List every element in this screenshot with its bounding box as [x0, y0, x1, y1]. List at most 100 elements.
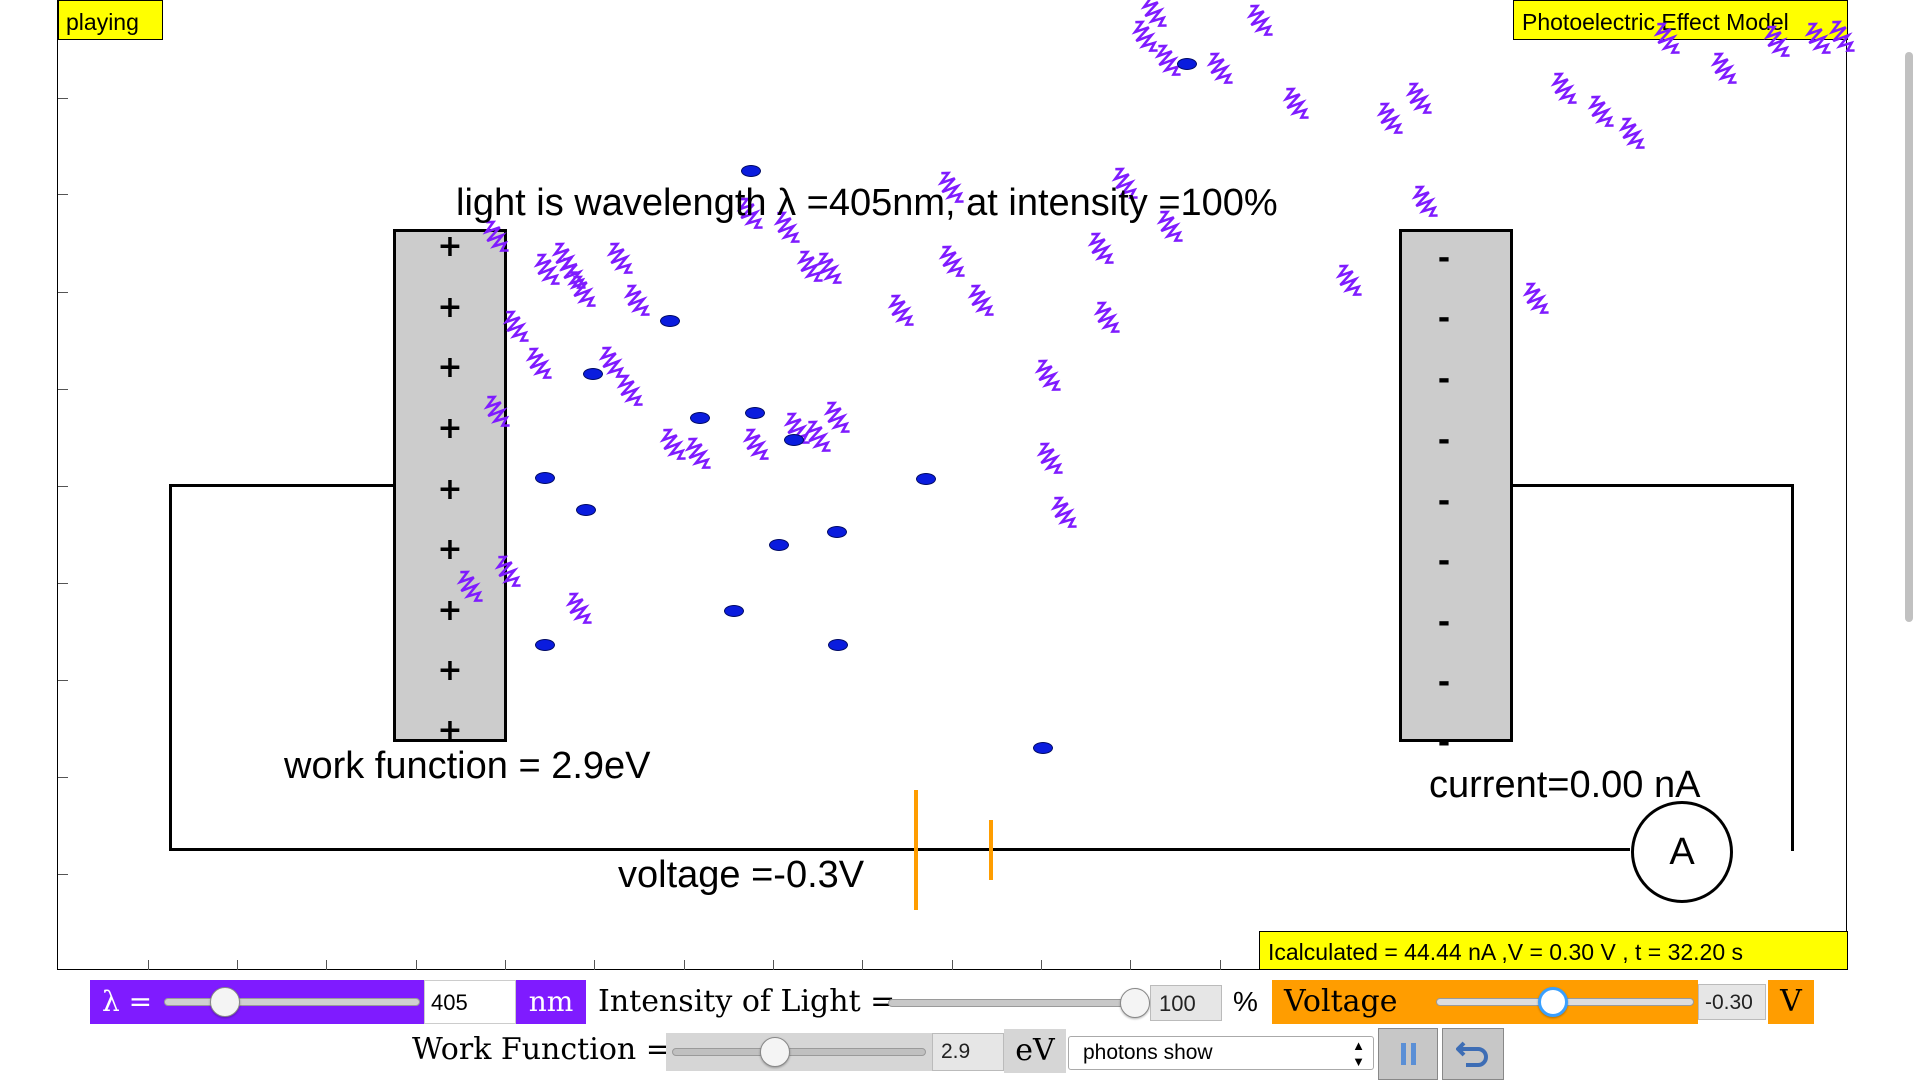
wire-left-vertical — [169, 484, 172, 851]
intensity-label: Intensity of Light = — [598, 984, 896, 1019]
work-function-slider-thumb[interactable] — [760, 1037, 790, 1067]
scrollbar[interactable] — [1905, 52, 1913, 622]
photon — [623, 284, 650, 316]
display-mode-select[interactable]: photons show ▲ ▼ — [1068, 1036, 1374, 1070]
work-function-label: Work Function = — [412, 1032, 671, 1067]
photon — [1653, 22, 1680, 54]
photon — [967, 284, 994, 316]
electron — [535, 639, 555, 651]
electron — [769, 539, 789, 551]
photon — [659, 428, 686, 460]
photon — [1550, 72, 1577, 104]
photon — [456, 570, 483, 602]
plus-sign: + — [437, 653, 463, 688]
ammeter-symbol: A — [1631, 801, 1733, 903]
battery-long-plate — [914, 790, 918, 910]
photon — [684, 437, 711, 469]
intensity-input[interactable]: 100 — [1150, 985, 1222, 1021]
photon — [1050, 496, 1077, 528]
photon — [887, 294, 914, 326]
photon — [736, 197, 763, 229]
photon — [525, 347, 552, 379]
current-display: current=0.00 nA — [1429, 764, 1701, 806]
pause-button[interactable] — [1378, 1028, 1438, 1080]
display-mode-value: photons show — [1083, 1041, 1213, 1064]
electron — [741, 165, 761, 177]
photon — [1282, 87, 1309, 119]
photon — [565, 592, 592, 624]
wire-bottom-left — [169, 848, 1027, 851]
select-arrows-icon: ▲ ▼ — [1352, 1038, 1365, 1069]
photon — [616, 374, 643, 406]
lambda-slider-thumb[interactable] — [210, 987, 240, 1017]
minus-sign: - — [1437, 484, 1451, 519]
voltage-slider-thumb[interactable] — [1538, 987, 1568, 1017]
electron — [745, 407, 765, 419]
photon — [773, 211, 800, 243]
lambda-unit: nm — [516, 980, 586, 1024]
intensity-slider-thumb[interactable] — [1120, 988, 1150, 1018]
electron — [916, 473, 936, 485]
photon — [1405, 82, 1432, 114]
photon — [815, 252, 842, 284]
minus-sign: - — [1437, 362, 1451, 397]
voltage-label: Voltage = — [1272, 980, 1432, 1063]
battery-short-plate — [989, 820, 993, 880]
minus-sign: - — [1437, 665, 1451, 700]
wire-bottom-right — [991, 848, 1630, 851]
lambda-input[interactable]: 405 — [424, 980, 516, 1024]
minus-sign: - — [1437, 423, 1451, 458]
plus-sign: + — [437, 229, 463, 264]
photon — [1522, 282, 1549, 314]
photon — [796, 250, 823, 282]
photon — [1206, 52, 1233, 84]
voltage-input[interactable]: -0.30 — [1698, 984, 1766, 1020]
plus-sign: + — [437, 593, 463, 628]
photon — [1587, 95, 1614, 127]
photon — [1140, 0, 1167, 27]
work-function-display: work function = 2.9eV — [284, 745, 651, 787]
electron — [1033, 742, 1053, 754]
photon — [1618, 117, 1645, 149]
wire-left-top — [169, 484, 393, 487]
photon — [1763, 25, 1790, 57]
voltage-slider[interactable] — [1432, 980, 1698, 1024]
minus-sign: - — [1437, 241, 1451, 276]
collector-plate: - - - - - - - - - — [1399, 229, 1513, 758]
plus-sign: + — [437, 290, 463, 325]
photon — [1034, 359, 1061, 391]
calculated-readout: Icalculated = 44.44 nA ,V = 0.30 V , t =… — [1259, 931, 1848, 970]
plus-sign: + — [437, 350, 463, 385]
electron — [690, 412, 710, 424]
electron — [583, 368, 603, 380]
wire-right-top — [1513, 484, 1794, 487]
intensity-slider[interactable] — [888, 985, 1150, 1021]
photon — [1036, 442, 1063, 474]
electron — [828, 639, 848, 651]
photon — [483, 395, 510, 427]
intensity-unit: % — [1233, 986, 1258, 1017]
reset-button[interactable] — [1442, 1028, 1504, 1080]
photon — [1087, 232, 1114, 264]
plus-sign: + — [437, 532, 463, 567]
photon — [1154, 44, 1181, 76]
minus-sign: - — [1437, 544, 1451, 579]
photon — [1376, 102, 1403, 134]
minus-sign: - — [1437, 725, 1451, 760]
wire-right-vertical — [1791, 484, 1794, 851]
photon — [482, 220, 509, 252]
photon — [1335, 264, 1362, 296]
work-function-slider[interactable] — [666, 1033, 932, 1071]
ammeter-label: A — [1669, 830, 1695, 873]
work-function-input[interactable]: 2.9 — [932, 1033, 1004, 1071]
lambda-label: λ = — [90, 980, 158, 1024]
simulation-canvas: playing Photoelectric Effect Model — [57, 0, 1855, 970]
electron — [660, 315, 680, 327]
voltage-unit: V — [1768, 980, 1814, 1024]
photon — [494, 555, 521, 587]
plus-sign: + — [437, 472, 463, 507]
plus-sign: + — [437, 411, 463, 446]
status-badge: playing — [58, 0, 163, 40]
lambda-slider[interactable] — [158, 980, 424, 1024]
photon — [1093, 301, 1120, 333]
